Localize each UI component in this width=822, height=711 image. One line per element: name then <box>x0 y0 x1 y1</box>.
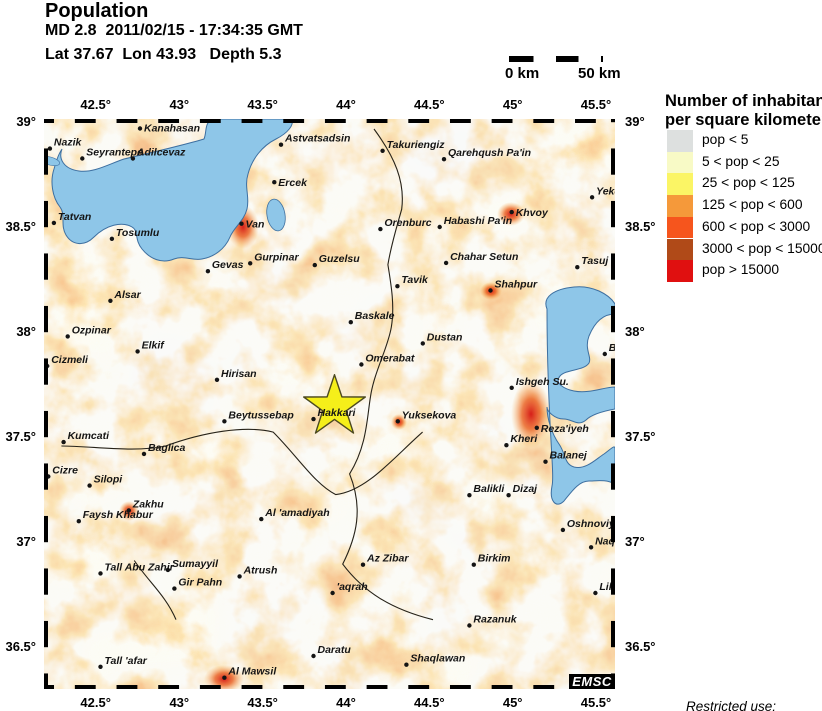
svg-text:Lik Bir.: Lik Bir. <box>599 581 615 593</box>
svg-text:Balanej: Balanej <box>550 450 588 462</box>
svg-text:Baskale: Baskale <box>355 310 395 322</box>
svg-text:Van: Van <box>246 219 265 231</box>
svg-text:Elkif: Elkif <box>142 339 166 351</box>
svg-text:Cizmeli: Cizmeli <box>51 354 89 366</box>
svg-text:Az Zibar: Az Zibar <box>366 553 409 565</box>
svg-text:Shahpur: Shahpur <box>495 279 538 291</box>
svg-text:Atrush: Atrush <box>243 564 278 576</box>
svg-text:Adilcevaz: Adilcevaz <box>136 147 186 159</box>
svg-text:Hirisan: Hirisan <box>221 368 257 380</box>
svg-text:Tosumlu: Tosumlu <box>116 227 160 239</box>
svg-text:Qarehqush Pa'in: Qarehqush Pa'in <box>448 147 531 159</box>
svg-text:Tall Abu Zahir: Tall Abu Zahir <box>105 561 175 573</box>
svg-text:Dustan: Dustan <box>427 331 463 343</box>
svg-text:Shaqlawan: Shaqlawan <box>410 653 465 665</box>
svg-text:Guzelsu: Guzelsu <box>319 253 360 265</box>
svg-text:Alsar: Alsar <box>113 289 141 301</box>
svg-text:Al Mawsil: Al Mawsil <box>227 666 277 678</box>
svg-text:Al 'amadiyah: Al 'amadiyah <box>264 507 329 519</box>
svg-text:Gurpinar: Gurpinar <box>254 251 299 263</box>
svg-text:Razanuk: Razanuk <box>473 614 517 626</box>
svg-text:Baglica: Baglica <box>148 442 186 454</box>
svg-text:Balikli: Balikli <box>473 483 505 495</box>
svg-text:Kumcati: Kumcati <box>68 430 111 442</box>
svg-text:Chahar Setun: Chahar Setun <box>450 251 518 263</box>
svg-text:Oshnoviyeh: Oshnoviyeh <box>567 518 615 530</box>
svg-text:Tatvan: Tatvan <box>58 211 91 223</box>
svg-text:Ishgeh Su.: Ishgeh Su. <box>516 376 569 388</box>
svg-text:Gevas: Gevas <box>212 259 244 271</box>
svg-text:Ercek: Ercek <box>278 177 308 189</box>
svg-text:Yuksekova: Yuksekova <box>402 409 457 421</box>
svg-text:Silopi: Silopi <box>94 474 124 486</box>
svg-text:Reza'iyeh: Reza'iyeh <box>541 423 589 435</box>
svg-text:Hakkari: Hakkari <box>318 407 357 419</box>
svg-text:Khvoy: Khvoy <box>516 207 549 219</box>
svg-text:Daratu: Daratu <box>318 644 352 656</box>
svg-text:Orenburc: Orenburc <box>384 217 431 229</box>
svg-text:Nazik: Nazik <box>54 137 83 149</box>
svg-text:Tavik: Tavik <box>401 274 429 286</box>
svg-text:Omerabat: Omerabat <box>365 353 415 365</box>
svg-text:Takuriengiz: Takuriengiz <box>387 139 446 151</box>
svg-text:Tall 'afar: Tall 'afar <box>105 655 148 667</box>
svg-text:Ozpinar: Ozpinar <box>72 324 112 336</box>
svg-text:Sumayyil: Sumayyil <box>172 558 219 570</box>
svg-text:Birkim: Birkim <box>478 553 511 565</box>
svg-text:Cizre: Cizre <box>52 465 78 477</box>
svg-text:Astvatsadsin: Astvatsadsin <box>284 133 350 145</box>
svg-text:Seyrantepe: Seyrantepe <box>86 147 143 159</box>
svg-text:Kheri: Kheri <box>510 433 538 445</box>
svg-text:Dizaj: Dizaj <box>513 483 539 495</box>
svg-text:Habashi Pa'in: Habashi Pa'in <box>444 215 512 227</box>
svg-text:Naqac: Naqac <box>595 535 615 547</box>
svg-text:Beytussebap: Beytussebap <box>228 409 294 421</box>
svg-text:Kanahasan: Kanahasan <box>144 123 200 135</box>
svg-text:Gir Pahn: Gir Pahn <box>178 577 222 589</box>
svg-text:'aqrah: 'aqrah <box>337 581 368 593</box>
svg-text:Tasuj: Tasuj <box>581 255 609 267</box>
svg-text:Yekd: Yekd <box>596 185 615 197</box>
svg-text:Faysh Khabur: Faysh Khabur <box>83 509 154 521</box>
svg-text:Bura: Bura <box>609 342 615 354</box>
